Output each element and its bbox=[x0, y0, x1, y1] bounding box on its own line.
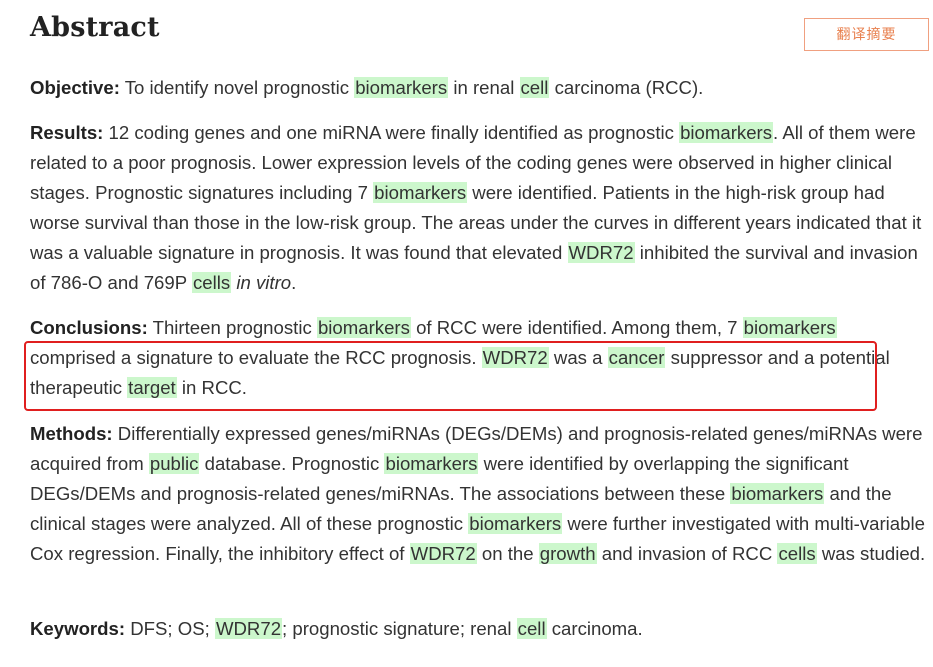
objective-paragraph: Objective: To identify novel prognostic … bbox=[30, 73, 930, 103]
text-segment: . bbox=[291, 272, 297, 293]
text-segment: Thirteen prognostic bbox=[147, 317, 317, 338]
text-segment: 12 coding genes and one miRNA were final… bbox=[103, 122, 680, 143]
highlighted-term: biomarkers bbox=[730, 483, 825, 504]
conclusions-label: Conclusions: bbox=[30, 317, 148, 338]
highlighted-term: biomarkers bbox=[742, 317, 837, 338]
highlighted-term: biomarkers bbox=[679, 122, 774, 143]
text-segment: of RCC were identified. Among them, 7 bbox=[410, 317, 743, 338]
text-segment: in renal bbox=[448, 77, 520, 98]
highlighted-term: cancer bbox=[607, 347, 666, 368]
text-segment: were identified by overlapping the signi… bbox=[30, 453, 849, 504]
highlighted-term: biomarkers bbox=[384, 453, 479, 474]
highlighted-term: target bbox=[127, 377, 177, 398]
keywords-paragraph: Keywords: DFS; OS; WDR72; prognostic sig… bbox=[30, 614, 930, 644]
text-segment: Differentially expressed genes/miRNAs (D… bbox=[30, 423, 923, 474]
highlighted-term: biomarkers bbox=[468, 513, 563, 534]
conclusions-paragraph: Conclusions: Thirteen prognostic biomark… bbox=[30, 313, 930, 403]
text-segment: database. Prognostic bbox=[199, 453, 385, 474]
text-segment: inhibited the survival and invasion of 7… bbox=[30, 242, 918, 293]
text-segment: ; prognostic signature; renal bbox=[282, 618, 517, 639]
highlighted-term: biomarkers bbox=[354, 77, 449, 98]
text-segment: were identified. Patients in the high-ri… bbox=[30, 182, 922, 263]
highlighted-term: cell bbox=[516, 618, 547, 639]
results-label: Results: bbox=[30, 122, 104, 143]
keywords-label: Keywords: bbox=[30, 618, 126, 639]
highlighted-term: cells bbox=[777, 543, 817, 564]
text-segment: and invasion of RCC bbox=[596, 543, 778, 564]
methods-paragraph: Methods: Differentially expressed genes/… bbox=[30, 419, 930, 569]
text-segment: carcinoma. bbox=[546, 618, 643, 639]
text-segment: To identify novel prognostic bbox=[119, 77, 355, 98]
methods-label: Methods: bbox=[30, 423, 113, 444]
results-paragraph: Results: 12 coding genes and one miRNA w… bbox=[30, 118, 930, 298]
highlighted-term: public bbox=[148, 453, 200, 474]
text-segment: in RCC. bbox=[176, 377, 247, 398]
text-segment: . All of them were related to a poor pro… bbox=[30, 122, 916, 203]
text-segment: carcinoma (RCC). bbox=[549, 77, 704, 98]
highlighted-term: cells bbox=[191, 272, 232, 293]
highlighted-term: WDR72 bbox=[214, 618, 283, 639]
highlighted-term: biomarkers bbox=[316, 317, 411, 338]
highlighted-term: WDR72 bbox=[567, 242, 635, 263]
italic-term: in vitro bbox=[236, 272, 292, 293]
highlighted-term: WDR72 bbox=[481, 347, 549, 368]
text-segment: DFS; OS; bbox=[125, 618, 215, 639]
text-segment: was studied. bbox=[816, 543, 926, 564]
translate-abstract-button[interactable]: 翻译摘要 bbox=[804, 18, 929, 51]
objective-label: Objective: bbox=[30, 77, 120, 98]
highlighted-term: biomarkers bbox=[373, 182, 468, 203]
text-segment: on the bbox=[476, 543, 539, 564]
text-segment: suppressor and a potential therapeutic bbox=[30, 347, 890, 398]
text-segment: and the clinical stages were analyzed. A… bbox=[30, 483, 892, 534]
highlighted-term: cell bbox=[519, 77, 550, 98]
text-segment: were further investigated with multi-var… bbox=[30, 513, 925, 564]
highlighted-term: growth bbox=[538, 543, 597, 564]
text-segment: comprised a signature to evaluate the RC… bbox=[30, 347, 482, 368]
highlighted-term: WDR72 bbox=[409, 543, 477, 564]
page-title: Abstract bbox=[30, 12, 160, 43]
text-segment: was a bbox=[548, 347, 608, 368]
